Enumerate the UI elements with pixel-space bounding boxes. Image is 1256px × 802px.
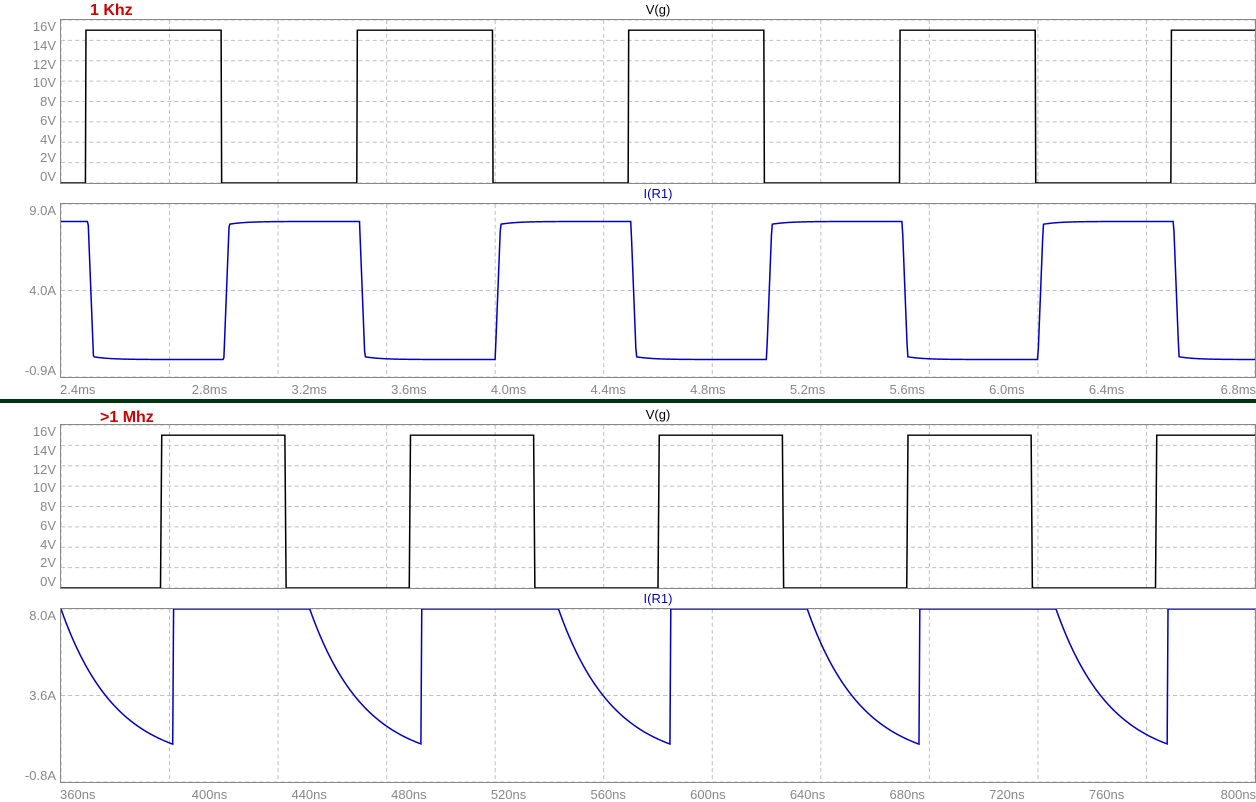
y-axis: 16V 14V 12V 10V 8V 6V 4V 2V 0V <box>0 19 60 184</box>
plot-area <box>60 608 1256 783</box>
panel-divider <box>0 399 1256 403</box>
x-tick-label: 3.6ms <box>359 382 459 397</box>
trace-title: I(R1) <box>60 184 1256 203</box>
y-tick-label: -0.8A <box>0 768 56 783</box>
x-tick-label: 6.4ms <box>1057 382 1157 397</box>
freq-annotation: 1 Khz <box>90 2 133 20</box>
scope-panel: >1 MhzV(g)16V14V12V10V8V6V4V2V0V I(R1)8.… <box>0 405 1256 802</box>
trace-title: I(R1) <box>60 589 1256 608</box>
y-tick-label: 4V <box>0 537 56 552</box>
y-tick-label: 14V <box>0 443 56 458</box>
y-tick-label: 10V <box>0 75 56 90</box>
y-tick-label: 0V <box>0 169 56 184</box>
x-axis: 360ns400ns440ns480ns520ns560ns600ns640ns… <box>60 783 1256 802</box>
x-tick-label: 6.8ms <box>1156 382 1256 397</box>
x-tick-label: 2.8ms <box>160 382 260 397</box>
x-tick-label: 6.0ms <box>957 382 1057 397</box>
y-tick-label: 16V <box>0 19 56 34</box>
y-tick-label: 8V <box>0 94 56 109</box>
y-tick-label: 9.0A <box>0 203 56 218</box>
x-tick-label: 4.8ms <box>658 382 758 397</box>
plot-area <box>60 203 1256 378</box>
plot-row: 9.0A 4.0A -0.9A <box>0 203 1256 378</box>
y-tick-label: 2V <box>0 150 56 165</box>
freq-annotation: >1 Mhz <box>100 409 154 427</box>
y-tick-label: 8V <box>0 499 56 514</box>
y-tick-label: 6V <box>0 113 56 128</box>
y-tick-label: 8.0A <box>0 608 56 623</box>
y-axis: 9.0A 4.0A -0.9A <box>0 203 60 378</box>
x-tick-label: 2.4ms <box>60 382 160 397</box>
y-tick-label: 0V <box>0 574 56 589</box>
y-tick-label: 12V <box>0 462 56 477</box>
y-axis: 16V 14V 12V 10V 8V 6V 4V 2V 0V <box>0 424 60 589</box>
x-axis: 2.4ms2.8ms3.2ms3.6ms4.0ms4.4ms4.8ms5.2ms… <box>60 378 1256 397</box>
x-tick-label: 5.2ms <box>758 382 858 397</box>
plot-row: 16V 14V 12V 10V 8V 6V 4V 2V 0V <box>0 424 1256 589</box>
plot-row: 8.0A 3.6A -0.8A <box>0 608 1256 783</box>
y-tick-label: 16V <box>0 424 56 439</box>
trace-title: V(g) <box>60 0 1256 19</box>
plot-row: 16V 14V 12V 10V 8V 6V 4V 2V 0V <box>0 19 1256 184</box>
y-tick-label: 2V <box>0 555 56 570</box>
y-tick-label: 10V <box>0 480 56 495</box>
plot-area <box>60 19 1256 184</box>
y-axis: 8.0A 3.6A -0.8A <box>0 608 60 783</box>
y-tick-label: -0.9A <box>0 363 56 378</box>
y-tick-label: 4.0A <box>0 283 56 298</box>
y-tick-label: 12V <box>0 57 56 72</box>
y-tick-label: 6V <box>0 518 56 533</box>
y-tick-label: 4V <box>0 132 56 147</box>
plot-area <box>60 424 1256 589</box>
x-tick-label: 4.0ms <box>459 382 559 397</box>
x-tick-label: 5.6ms <box>857 382 957 397</box>
scope-panel: 1 KhzV(g)16V14V12V10V8V6V4V2V0V I(R1)9.0… <box>0 0 1256 397</box>
x-tick-label: 4.4ms <box>558 382 658 397</box>
x-tick-label: 3.2ms <box>259 382 359 397</box>
y-tick-label: 14V <box>0 38 56 53</box>
y-tick-label: 3.6A <box>0 688 56 703</box>
trace-title: V(g) <box>60 405 1256 424</box>
